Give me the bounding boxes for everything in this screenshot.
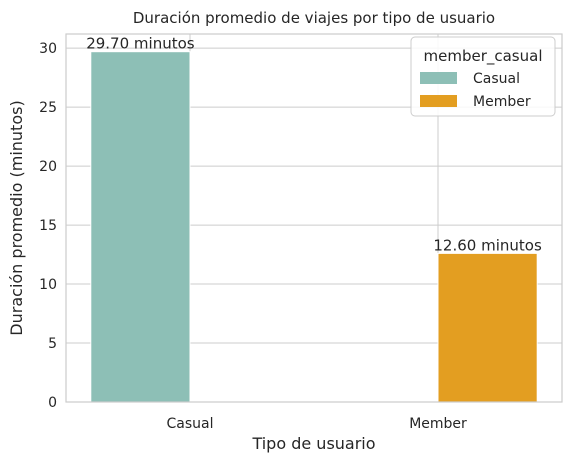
data-label: 29.70 minutos (86, 35, 195, 53)
y-tick-label: 5 (48, 336, 57, 352)
data-labels: 29.70 minutos 12.60 minutos (86, 35, 542, 255)
chart-title: Duración promedio de viajes por tipo de … (133, 9, 495, 27)
data-label: 12.60 minutos (433, 236, 542, 254)
bar-member (437, 252, 538, 403)
legend-title: member_casual (424, 47, 543, 66)
bar-casual (90, 51, 191, 403)
legend-swatch (420, 95, 457, 107)
x-tick-label: Casual (167, 416, 214, 432)
x-tick-labels: Casual Member (167, 416, 468, 432)
legend-entries: Casual Member (420, 71, 531, 110)
bars (90, 51, 538, 403)
legend: member_casual Casual Member (410, 36, 556, 117)
plot-frame (65, 33, 563, 403)
y-tick-label: 25 (39, 100, 57, 116)
y-axis-label: Duración promedio (minutos) (7, 100, 26, 335)
legend-entry-label: Casual (473, 71, 520, 87)
x-tick-label: Member (409, 416, 467, 432)
legend-swatch (420, 72, 457, 84)
y-tick-label: 0 (48, 395, 57, 411)
x-axis-label: Tipo de usuario (251, 434, 375, 453)
legend-entry-label: Member (473, 94, 531, 110)
y-tick-labels: 0 5 10 15 20 25 30 (39, 41, 57, 411)
y-tick-label: 20 (39, 159, 57, 175)
y-tick-label: 30 (39, 41, 57, 57)
y-tick-label: 15 (39, 218, 57, 234)
y-tick-label: 10 (39, 277, 57, 293)
